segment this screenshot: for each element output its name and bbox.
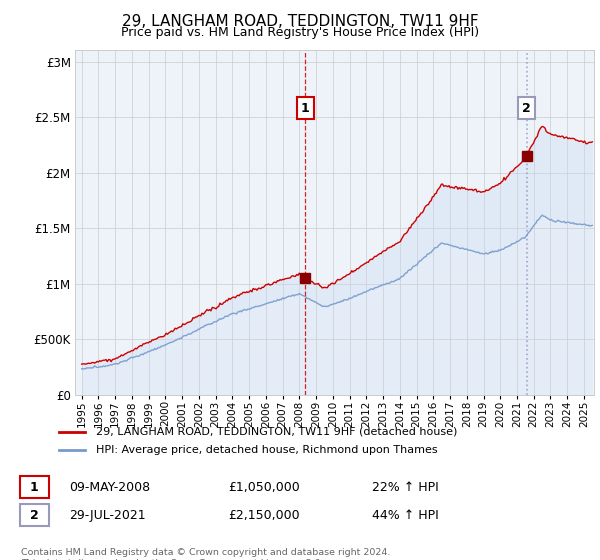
Text: HPI: Average price, detached house, Richmond upon Thames: HPI: Average price, detached house, Rich… [95,445,437,455]
Text: 2: 2 [522,102,531,115]
Text: 29-JUL-2021: 29-JUL-2021 [69,508,146,522]
Text: Price paid vs. HM Land Registry's House Price Index (HPI): Price paid vs. HM Land Registry's House … [121,26,479,39]
Text: £2,150,000: £2,150,000 [228,508,299,522]
Text: 29, LANGHAM ROAD, TEDDINGTON, TW11 9HF: 29, LANGHAM ROAD, TEDDINGTON, TW11 9HF [122,14,478,29]
Text: 22% ↑ HPI: 22% ↑ HPI [372,480,439,494]
Text: 44% ↑ HPI: 44% ↑ HPI [372,508,439,522]
Text: £1,050,000: £1,050,000 [228,480,300,494]
Text: 1: 1 [30,480,38,494]
Text: Contains HM Land Registry data © Crown copyright and database right 2024.
This d: Contains HM Land Registry data © Crown c… [21,548,391,560]
Text: 09-MAY-2008: 09-MAY-2008 [69,480,150,494]
Text: 29, LANGHAM ROAD, TEDDINGTON, TW11 9HF (detached house): 29, LANGHAM ROAD, TEDDINGTON, TW11 9HF (… [95,427,457,437]
Text: 1: 1 [301,102,310,115]
Text: 2: 2 [30,508,38,522]
